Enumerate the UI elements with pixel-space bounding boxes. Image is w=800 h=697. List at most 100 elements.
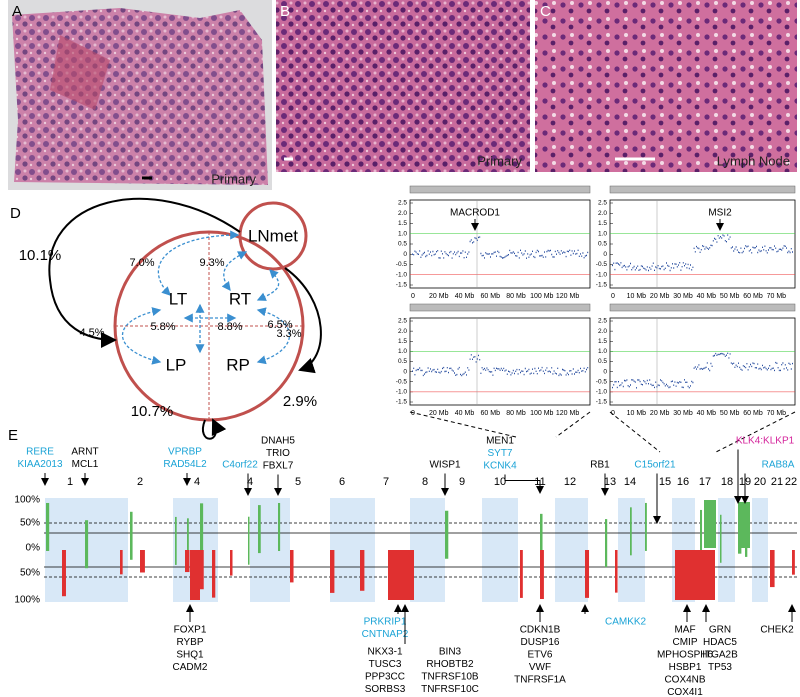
plot-frame <box>609 317 796 406</box>
y-tick-label: 1.0 <box>598 230 607 237</box>
panel-caption: Primary <box>477 153 522 168</box>
gain-bar <box>645 502 647 551</box>
tissue-section <box>12 8 268 185</box>
arrow <box>256 269 280 301</box>
x-tick-label: 20 Mb <box>429 293 449 300</box>
loss-bar <box>360 550 365 591</box>
plot-frame <box>409 317 591 406</box>
arrow <box>504 474 544 494</box>
chromosome-label: 20 <box>754 476 766 488</box>
gene-label: ETV6 <box>527 650 552 661</box>
x-tick-label: 20 Mb <box>650 410 670 417</box>
loss-block <box>388 550 414 600</box>
gene-label: PPP3CC <box>365 672 405 683</box>
chromosome-label: 12 <box>564 476 576 488</box>
segment-points <box>612 234 793 272</box>
percentage: 7.0% <box>129 257 154 269</box>
chromosome-label: 18 <box>721 476 733 488</box>
x-tick-label: 10 Mb <box>627 410 647 417</box>
quadrant-label: RP <box>226 355 250 374</box>
gain-bar <box>700 509 703 558</box>
photo-b <box>276 0 530 172</box>
quadrant-label: LT <box>169 289 188 308</box>
chromosome-label: 6 <box>339 476 345 488</box>
y-tick-label: 2.5 <box>598 200 607 207</box>
gene-label: SHQ1 <box>176 650 204 661</box>
y-tick-label: -1.0 <box>596 271 608 278</box>
chromosome-label: 8 <box>422 476 428 488</box>
connector <box>555 411 591 438</box>
y-tick-label: -1.0 <box>396 389 408 396</box>
ideogram <box>409 303 591 312</box>
chromosome-label: 17 <box>699 476 711 488</box>
gene-label: FBXL7 <box>263 461 294 472</box>
x-tick-label: 50 Mb <box>720 293 740 300</box>
x-tick-label: 0 <box>411 410 415 417</box>
y-tick-label: 50% <box>20 518 40 529</box>
loss-bar <box>792 550 795 575</box>
arrow <box>121 307 162 365</box>
y-tick-label: -1.5 <box>596 399 608 406</box>
y-tick-label: -1.5 <box>596 282 608 289</box>
x-tick-label: 60 Mb <box>743 293 763 300</box>
y-tick-label: 1.5 <box>398 338 407 345</box>
y-tick-label: 0 <box>403 368 407 375</box>
y-tick-label: 2.0 <box>398 328 407 335</box>
gene-label: RAB8A <box>762 460 795 471</box>
gene-label: MAF <box>674 625 695 636</box>
x-tick-label: 100 Mb <box>530 293 553 300</box>
chromosome-label: 7 <box>383 476 389 488</box>
gene-label: CAMKK2 <box>605 617 647 628</box>
x-tick-label: 40 Mb <box>455 410 475 417</box>
y-tick-label: 2.5 <box>398 200 407 207</box>
y-tick-label: -1.0 <box>596 389 608 396</box>
loss-bar <box>615 550 618 593</box>
x-tick-label: 0 <box>611 293 615 300</box>
gene-label: TNFRSF10C <box>421 684 479 695</box>
loss-bar <box>140 550 145 573</box>
x-tick-label: 70 Mb <box>767 410 787 417</box>
chromosome-label: 5 <box>295 476 301 488</box>
chromosome-band <box>718 498 735 602</box>
gene-label: MEN1 <box>486 436 514 447</box>
y-tick-label: 1.0 <box>598 348 607 355</box>
gain-block <box>704 500 716 548</box>
arrow <box>284 267 322 374</box>
y-tick-label: 0 <box>403 251 407 258</box>
y-tick-label: -0.5 <box>396 261 408 268</box>
gene-label: FOXP1 <box>174 625 207 636</box>
y-tick-label: 2.0 <box>398 210 407 217</box>
quadrant-label: LP <box>166 355 187 374</box>
chromosome-band <box>752 498 768 602</box>
y-tick-label: 100% <box>14 595 40 606</box>
segment-points <box>412 354 589 377</box>
chromosome-band <box>250 498 290 602</box>
arrow <box>221 251 248 292</box>
x-tick-label: 0 <box>411 293 415 300</box>
x-tick-label: 120 Mb <box>556 293 579 300</box>
chromosome-label: 22 <box>785 476 797 488</box>
y-tick-label: -0.5 <box>596 378 608 385</box>
gain-bar <box>258 505 261 554</box>
loss-bar <box>62 550 66 597</box>
gain-bar <box>130 511 133 560</box>
x-tick-label: 40 Mb <box>455 293 475 300</box>
loss-bar <box>585 550 590 598</box>
ideogram <box>609 303 796 312</box>
y-tick-label: 0.5 <box>398 358 407 365</box>
y-tick-label: 2.5 <box>598 318 607 325</box>
panel-caption: Lymph Node <box>717 153 790 168</box>
ideogram <box>609 185 796 194</box>
segment-points <box>412 236 589 259</box>
gene-label: KCNK4 <box>483 461 517 472</box>
gain-block <box>738 502 750 548</box>
x-tick-label: 0 <box>611 410 615 417</box>
quadrant-label: RT <box>229 289 251 308</box>
chromosome-label: 15 <box>659 476 671 488</box>
arrow <box>256 307 290 365</box>
x-tick-label: 20 Mb <box>429 410 449 417</box>
y-tick-label: 100% <box>14 495 40 506</box>
gain-bar <box>175 516 177 565</box>
loss-bar <box>520 550 523 598</box>
